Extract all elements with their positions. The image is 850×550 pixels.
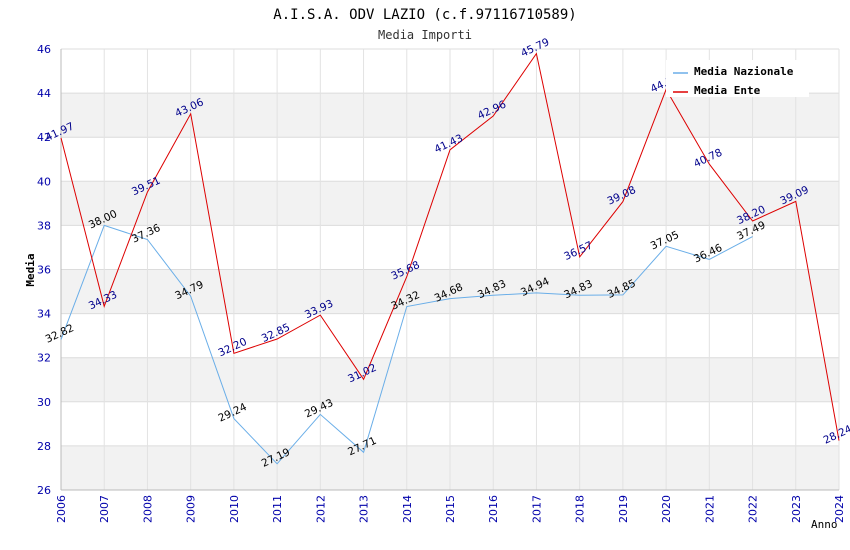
- x-tick-label: 2016: [487, 495, 500, 523]
- data-label: 36.46: [692, 242, 725, 266]
- legend: Media Nazionale Media Ente: [666, 60, 809, 97]
- x-tick-label: 2010: [228, 495, 241, 523]
- series-line-media-nazionale: [60, 224, 753, 465]
- y-tick-label: 26: [37, 484, 51, 497]
- x-tick-label: 2020: [660, 495, 673, 523]
- data-label: 28.24: [822, 423, 850, 447]
- y-tick-label: 30: [37, 396, 51, 409]
- x-tick-labels: 2006 2007 2008 2009 2010 2011 2012 2013 2014 2015…: [55, 495, 846, 523]
- x-tick-label: 2008: [141, 495, 154, 523]
- data-label: 29.24: [216, 401, 249, 425]
- y-tick-labels: 26 28 30 32 34 36 38 40 42 44 46: [37, 43, 51, 497]
- x-tick-label: 2006: [55, 495, 68, 523]
- x-tick-label: 2013: [358, 495, 371, 523]
- y-tick-label: 42: [37, 131, 51, 144]
- x-tick-label: 2017: [530, 495, 543, 523]
- x-axis-label: Anno: [811, 518, 838, 531]
- x-tick-label: 2018: [574, 495, 587, 523]
- x-tick-label: 2024: [833, 495, 846, 523]
- data-label: 41.97: [44, 120, 76, 144]
- y-tick-label: 34: [37, 308, 51, 321]
- legend-box: [666, 60, 809, 97]
- data-label: 36.57: [562, 239, 594, 263]
- data-label: 32.82: [44, 322, 76, 346]
- gridlines: [60, 48, 840, 491]
- y-tick-label: 38: [37, 219, 51, 232]
- axes: [60, 49, 839, 491]
- x-tick-label: 2019: [617, 495, 630, 523]
- x-tick-label: 2011: [271, 495, 284, 523]
- legend-label-media-nazionale: Media Nazionale: [694, 65, 794, 78]
- y-tick-label: 36: [37, 264, 51, 277]
- y-axis-label: Media: [24, 253, 37, 286]
- data-label: 40.78: [692, 147, 724, 171]
- data-label: 32.20: [216, 336, 248, 360]
- chart-title: A.I.S.A. ODV LAZIO (c.f.97116710589): [273, 7, 576, 23]
- x-tick-label: 2012: [314, 495, 327, 523]
- x-tick-label: 2009: [185, 495, 198, 523]
- y-tick-label: 40: [37, 175, 51, 188]
- series-lines: [60, 52, 840, 465]
- y-tick-label: 46: [37, 43, 51, 56]
- y-tick-label: 28: [37, 440, 51, 453]
- x-tick-label: 2007: [98, 495, 111, 523]
- chart-subtitle: Media Importi: [378, 28, 472, 42]
- x-tick-label: 2015: [444, 495, 457, 523]
- x-tick-label: 2022: [747, 495, 760, 523]
- y-tick-label: 44: [37, 87, 51, 100]
- series-line-media-ente: [60, 52, 840, 441]
- x-tick-label: 2023: [790, 495, 803, 523]
- legend-label-media-ente: Media Ente: [694, 84, 761, 97]
- x-tick-label: 2014: [401, 495, 414, 523]
- y-tick-label: 32: [37, 352, 51, 365]
- data-label: 32.85: [260, 321, 292, 345]
- x-tick-label: 2021: [703, 495, 716, 523]
